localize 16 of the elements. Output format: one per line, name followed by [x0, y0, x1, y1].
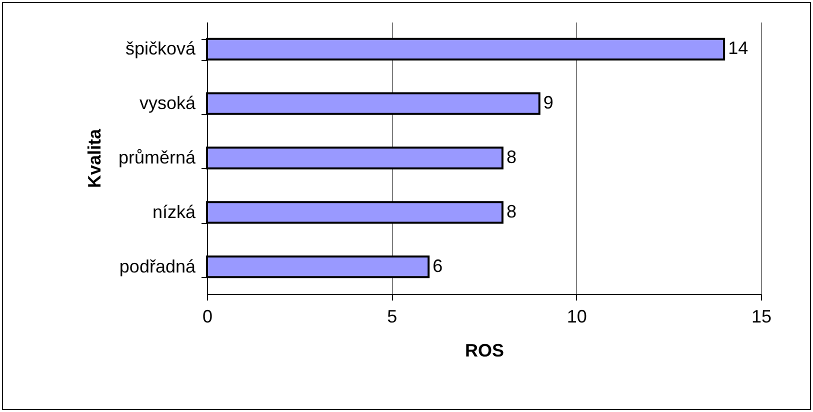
y-tick-label: průměrná — [118, 148, 196, 168]
x-tick-label: 15 — [751, 306, 772, 326]
x-tick-label: 0 — [202, 306, 213, 326]
x-axis-title: ROS — [464, 340, 504, 360]
data-label: 8 — [506, 147, 516, 167]
y-tick-label: vysoká — [139, 93, 196, 114]
y-tick-label: nízká — [152, 202, 196, 222]
data-label: 6 — [432, 256, 443, 276]
y-tick-label: špičková — [125, 38, 196, 59]
x-tick-label: 10 — [566, 306, 587, 326]
data-label: 9 — [543, 92, 554, 113]
y-tick-label: podřadná — [119, 256, 196, 276]
data-label: 14 — [728, 38, 748, 58]
x-tick-label: 5 — [387, 306, 398, 326]
y-axis-title: Kvalita — [84, 128, 104, 188]
data-label: 8 — [506, 201, 516, 222]
